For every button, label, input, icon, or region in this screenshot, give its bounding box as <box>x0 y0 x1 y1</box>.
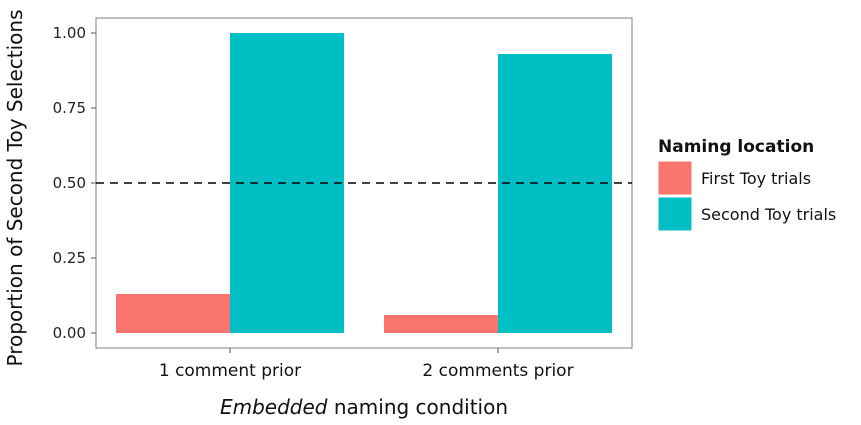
x-axis-title: Embedded naming condition <box>220 395 508 419</box>
y-axis-title: Proportion of Second Toy Selections <box>3 10 27 367</box>
x-axis-title-emphasis: Embedded <box>220 395 328 419</box>
x-tick-label: 1 comment prior <box>159 361 301 381</box>
x-tick-label: 2 comments prior <box>422 361 573 381</box>
y-axis-ticks: 0.00 0.25 0.50 0.75 1.00 <box>53 24 96 342</box>
legend-key-second-toy <box>657 196 693 232</box>
legend: Naming location First Toy trials Second T… <box>657 137 836 232</box>
x-axis-ticks: 1 comment prior 2 comments prior <box>159 348 574 381</box>
x-axis-title-rest: naming condition <box>327 395 508 419</box>
bar-second-toy-cat-2 <box>498 54 612 333</box>
y-tick-label: 0.25 <box>53 249 86 267</box>
bar-first-toy-cat-2 <box>384 315 498 333</box>
y-tick-label: 1.00 <box>53 24 86 42</box>
y-tick-label: 0.50 <box>53 174 86 192</box>
bar-first-toy-cat-1 <box>116 294 230 333</box>
y-tick-label: 0.75 <box>53 99 86 117</box>
legend-key-first-toy <box>657 160 693 196</box>
legend-label-first-toy: First Toy trials <box>701 169 811 188</box>
y-tick-label: 0.00 <box>53 324 86 342</box>
legend-label-second-toy: Second Toy trials <box>701 205 836 224</box>
legend-title: Naming location <box>658 137 814 157</box>
